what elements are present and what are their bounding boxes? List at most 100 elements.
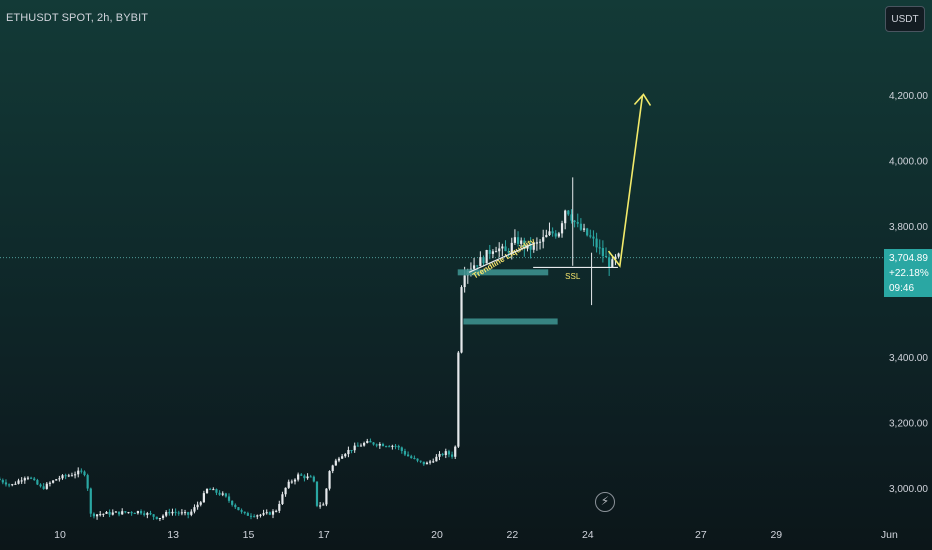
price-axis[interactable]: 3,000.00 3,200.00 3,400.00 3,800.00 4,000.00… bbox=[889, 91, 928, 495]
candle-body bbox=[108, 511, 111, 515]
candle-body bbox=[435, 456, 438, 462]
candle-body bbox=[284, 487, 287, 495]
candle-body bbox=[180, 512, 183, 514]
candle-body bbox=[589, 235, 592, 237]
candle-body bbox=[234, 504, 237, 508]
candle-body bbox=[183, 512, 187, 514]
candle-body bbox=[573, 220, 576, 223]
candle-body bbox=[95, 514, 99, 517]
candle-body bbox=[36, 480, 39, 485]
candle-body bbox=[372, 442, 375, 445]
candle-body bbox=[353, 445, 356, 451]
candle-body bbox=[337, 458, 341, 461]
candle-body bbox=[29, 477, 33, 479]
price-tick-label: 4,000.00 bbox=[889, 157, 928, 168]
candle-body bbox=[212, 489, 215, 491]
candle-body bbox=[297, 474, 300, 480]
candle-body bbox=[366, 441, 369, 443]
candle-body bbox=[319, 505, 322, 507]
candle-body bbox=[8, 484, 11, 486]
candle-body bbox=[174, 511, 177, 513]
candle-body bbox=[488, 249, 491, 254]
candle-body bbox=[0, 478, 1, 481]
time-tick-label: 20 bbox=[431, 529, 443, 541]
candle-body bbox=[190, 511, 193, 515]
candle-body bbox=[617, 253, 620, 257]
candle-body bbox=[73, 474, 77, 476]
liquidity-zones-layer bbox=[457, 269, 558, 325]
candle-body bbox=[249, 515, 253, 517]
candle-body bbox=[64, 475, 67, 477]
candle-body bbox=[259, 514, 262, 516]
candle-body bbox=[218, 492, 221, 495]
annotations-layer: Trendline Liquidity SSL bbox=[468, 93, 652, 281]
candle-body bbox=[548, 231, 551, 236]
candle-body bbox=[608, 257, 611, 268]
candle-body bbox=[369, 441, 372, 443]
candle-body bbox=[523, 240, 526, 249]
candle-body bbox=[45, 483, 48, 489]
candle-body bbox=[350, 449, 353, 451]
candle-body bbox=[271, 511, 275, 515]
time-tick-label: 17 bbox=[318, 529, 330, 541]
candle-body bbox=[61, 475, 64, 479]
candle-body bbox=[193, 507, 196, 512]
candle-body bbox=[287, 481, 290, 488]
candle-body bbox=[611, 259, 614, 268]
candle-body bbox=[532, 243, 535, 250]
candle-body bbox=[89, 488, 92, 514]
candle-body bbox=[187, 512, 190, 515]
time-tick-label: Jun bbox=[881, 529, 898, 541]
lightning-icon[interactable]: ⚡︎ bbox=[595, 492, 615, 512]
candle-body bbox=[463, 275, 466, 288]
candle-body bbox=[535, 242, 539, 244]
candle-body bbox=[375, 444, 378, 446]
candle-body bbox=[161, 515, 165, 519]
currency-button[interactable]: USDT bbox=[885, 6, 925, 32]
candle-body bbox=[604, 256, 608, 258]
candle-body bbox=[209, 488, 212, 490]
candle-body bbox=[215, 489, 218, 493]
candle-body bbox=[529, 244, 532, 250]
candle-body bbox=[240, 510, 243, 512]
candle-body bbox=[482, 257, 485, 264]
time-tick-label: 24 bbox=[582, 529, 594, 541]
candle-body bbox=[58, 478, 61, 480]
candle-body bbox=[256, 515, 259, 517]
time-tick-label: 15 bbox=[243, 529, 255, 541]
time-axis[interactable]: 10 13 15 17 20 22 24 27 29 Jun bbox=[54, 529, 898, 541]
candle-body bbox=[363, 442, 366, 446]
candle-body bbox=[579, 223, 582, 230]
bar-countdown: 09:46 bbox=[889, 283, 915, 294]
candle-body bbox=[143, 513, 146, 515]
candle-body bbox=[554, 233, 557, 237]
candle-body bbox=[168, 512, 171, 514]
projection-arrow bbox=[607, 95, 644, 268]
liquidity-zone-2 bbox=[463, 318, 558, 325]
candle-body bbox=[576, 222, 579, 224]
candle-body bbox=[315, 481, 319, 506]
candle-body bbox=[494, 251, 498, 253]
candle-body bbox=[67, 475, 70, 477]
candle-body bbox=[55, 479, 58, 481]
candle-body bbox=[105, 511, 108, 514]
candle-body bbox=[17, 480, 20, 484]
candle-body bbox=[205, 488, 209, 494]
candle-body bbox=[472, 265, 476, 269]
candle-body bbox=[51, 480, 55, 483]
time-tick-label: 13 bbox=[167, 529, 179, 541]
candle-body bbox=[152, 514, 155, 517]
candle-body bbox=[139, 511, 143, 514]
candle-body bbox=[275, 510, 278, 512]
candle-body bbox=[582, 228, 586, 230]
price-tick-label: 3,400.00 bbox=[889, 353, 928, 364]
candle-body bbox=[378, 444, 381, 446]
projection-arrowhead bbox=[633, 93, 652, 106]
candle-body bbox=[545, 235, 548, 238]
candle-body bbox=[165, 512, 168, 516]
candle-body bbox=[334, 460, 337, 466]
candle-body bbox=[542, 237, 545, 242]
symbol-title[interactable]: ETHUSDT SPOT, 2h, BYBIT bbox=[6, 12, 149, 24]
time-tick-label: 22 bbox=[507, 529, 519, 541]
